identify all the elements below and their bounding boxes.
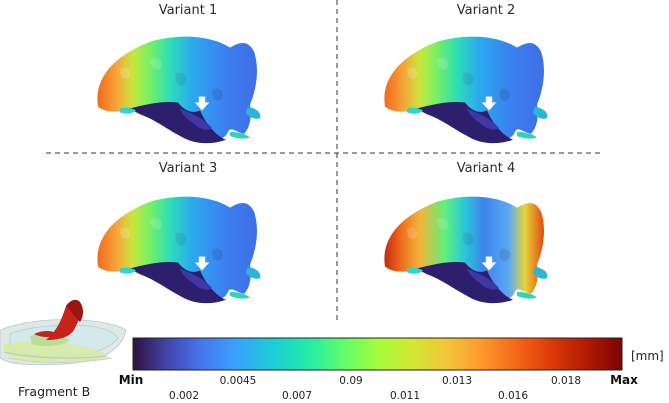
colorbar-tick-upper-4: 0.018 (551, 375, 581, 387)
colorbar (132, 337, 623, 371)
arrow-marker (481, 96, 497, 111)
variant-3-fragment-plot (97, 196, 261, 304)
arrow-marker (194, 256, 210, 271)
colorbar-unit-label: [mm] (631, 349, 664, 363)
colorbar-tick-lower-4: 0.016 (498, 390, 528, 402)
variant-4-label: Variant 4 (457, 161, 516, 176)
fragment-b-label: Fragment B (18, 384, 90, 399)
colorbar-tick-upper-1: 0.0045 (220, 375, 257, 387)
colorbar-max-label: Max (610, 373, 638, 387)
variant-4-fragment-plot (384, 196, 548, 304)
variant-2-fragment-plot (384, 36, 548, 144)
fragment-b-thumbnail (0, 299, 127, 366)
colorbar-tick-lower-1: 0.002 (169, 390, 199, 402)
colorbar-min-label: Min (119, 373, 144, 387)
variant-1-label: Variant 1 (159, 3, 218, 18)
variant-3-label: Variant 3 (159, 161, 218, 176)
colorbar-tick-lower-2: 0.007 (282, 390, 312, 402)
colorbar-tick-upper-2: 0.09 (339, 375, 362, 387)
variant-2-label: Variant 2 (457, 3, 516, 18)
variant-1-fragment-plot (97, 36, 261, 144)
colorbar-tick-upper-3: 0.013 (442, 375, 472, 387)
arrow-marker (481, 256, 497, 271)
arrow-marker (194, 96, 210, 111)
colorbar-tick-lower-3: 0.011 (390, 390, 420, 402)
